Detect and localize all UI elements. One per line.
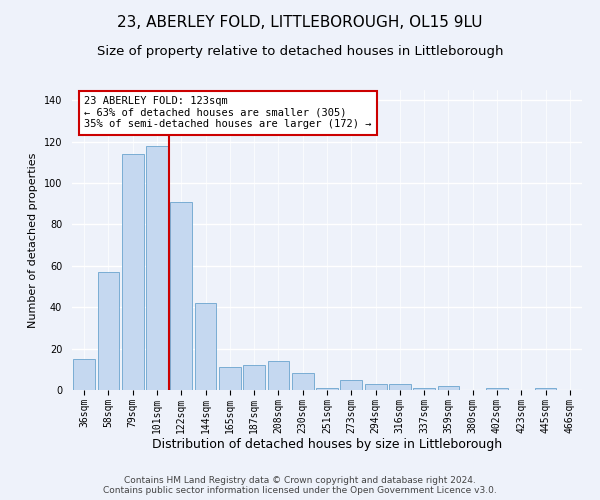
Bar (486, 388, 508, 390)
Bar (340, 380, 362, 390)
Text: 23, ABERLEY FOLD, LITTLEBOROUGH, OL15 9LU: 23, ABERLEY FOLD, LITTLEBOROUGH, OL15 9L… (117, 15, 483, 30)
Bar (97, 272, 119, 390)
Bar (73, 359, 95, 390)
Bar (292, 374, 314, 390)
Bar (219, 367, 241, 390)
Bar (146, 146, 168, 390)
Bar (268, 361, 289, 390)
Bar (316, 388, 338, 390)
Bar (122, 154, 143, 390)
Bar (365, 384, 386, 390)
Bar (170, 202, 192, 390)
X-axis label: Distribution of detached houses by size in Littleborough: Distribution of detached houses by size … (152, 438, 502, 452)
Text: Size of property relative to detached houses in Littleborough: Size of property relative to detached ho… (97, 45, 503, 58)
Y-axis label: Number of detached properties: Number of detached properties (28, 152, 38, 328)
Text: Contains HM Land Registry data © Crown copyright and database right 2024.
Contai: Contains HM Land Registry data © Crown c… (103, 476, 497, 495)
Bar (437, 386, 460, 390)
Bar (535, 388, 556, 390)
Bar (194, 303, 217, 390)
Bar (389, 384, 411, 390)
Bar (243, 365, 265, 390)
Bar (413, 388, 435, 390)
Text: 23 ABERLEY FOLD: 123sqm
← 63% of detached houses are smaller (305)
35% of semi-d: 23 ABERLEY FOLD: 123sqm ← 63% of detache… (84, 96, 371, 130)
